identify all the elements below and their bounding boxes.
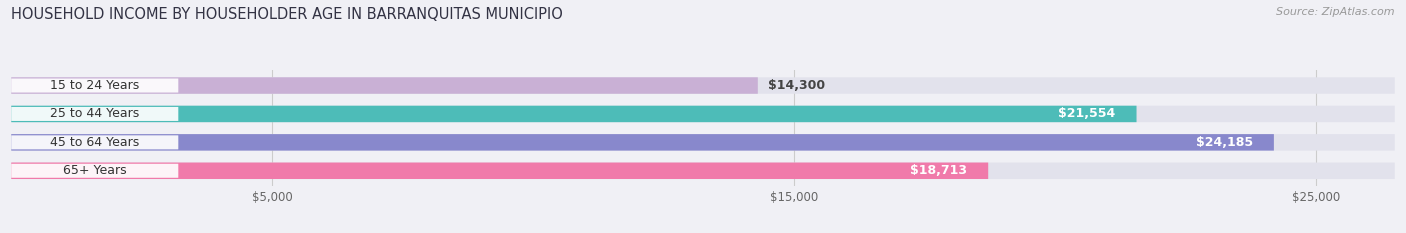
Text: Source: ZipAtlas.com: Source: ZipAtlas.com bbox=[1277, 7, 1395, 17]
Text: 65+ Years: 65+ Years bbox=[63, 164, 127, 177]
FancyBboxPatch shape bbox=[11, 163, 1395, 179]
FancyBboxPatch shape bbox=[11, 164, 179, 178]
FancyBboxPatch shape bbox=[11, 135, 179, 149]
FancyBboxPatch shape bbox=[11, 134, 1395, 151]
FancyBboxPatch shape bbox=[11, 106, 1395, 122]
Text: HOUSEHOLD INCOME BY HOUSEHOLDER AGE IN BARRANQUITAS MUNICIPIO: HOUSEHOLD INCOME BY HOUSEHOLDER AGE IN B… bbox=[11, 7, 564, 22]
FancyBboxPatch shape bbox=[11, 77, 758, 94]
FancyBboxPatch shape bbox=[11, 163, 988, 179]
Text: $24,185: $24,185 bbox=[1197, 136, 1253, 149]
FancyBboxPatch shape bbox=[11, 134, 1274, 151]
Text: $14,300: $14,300 bbox=[768, 79, 825, 92]
Text: $18,713: $18,713 bbox=[910, 164, 967, 177]
Text: 45 to 64 Years: 45 to 64 Years bbox=[51, 136, 139, 149]
FancyBboxPatch shape bbox=[11, 79, 179, 93]
FancyBboxPatch shape bbox=[11, 106, 1136, 122]
Text: 15 to 24 Years: 15 to 24 Years bbox=[51, 79, 139, 92]
Text: 25 to 44 Years: 25 to 44 Years bbox=[51, 107, 139, 120]
FancyBboxPatch shape bbox=[11, 107, 179, 121]
Text: $21,554: $21,554 bbox=[1059, 107, 1115, 120]
FancyBboxPatch shape bbox=[11, 77, 1395, 94]
